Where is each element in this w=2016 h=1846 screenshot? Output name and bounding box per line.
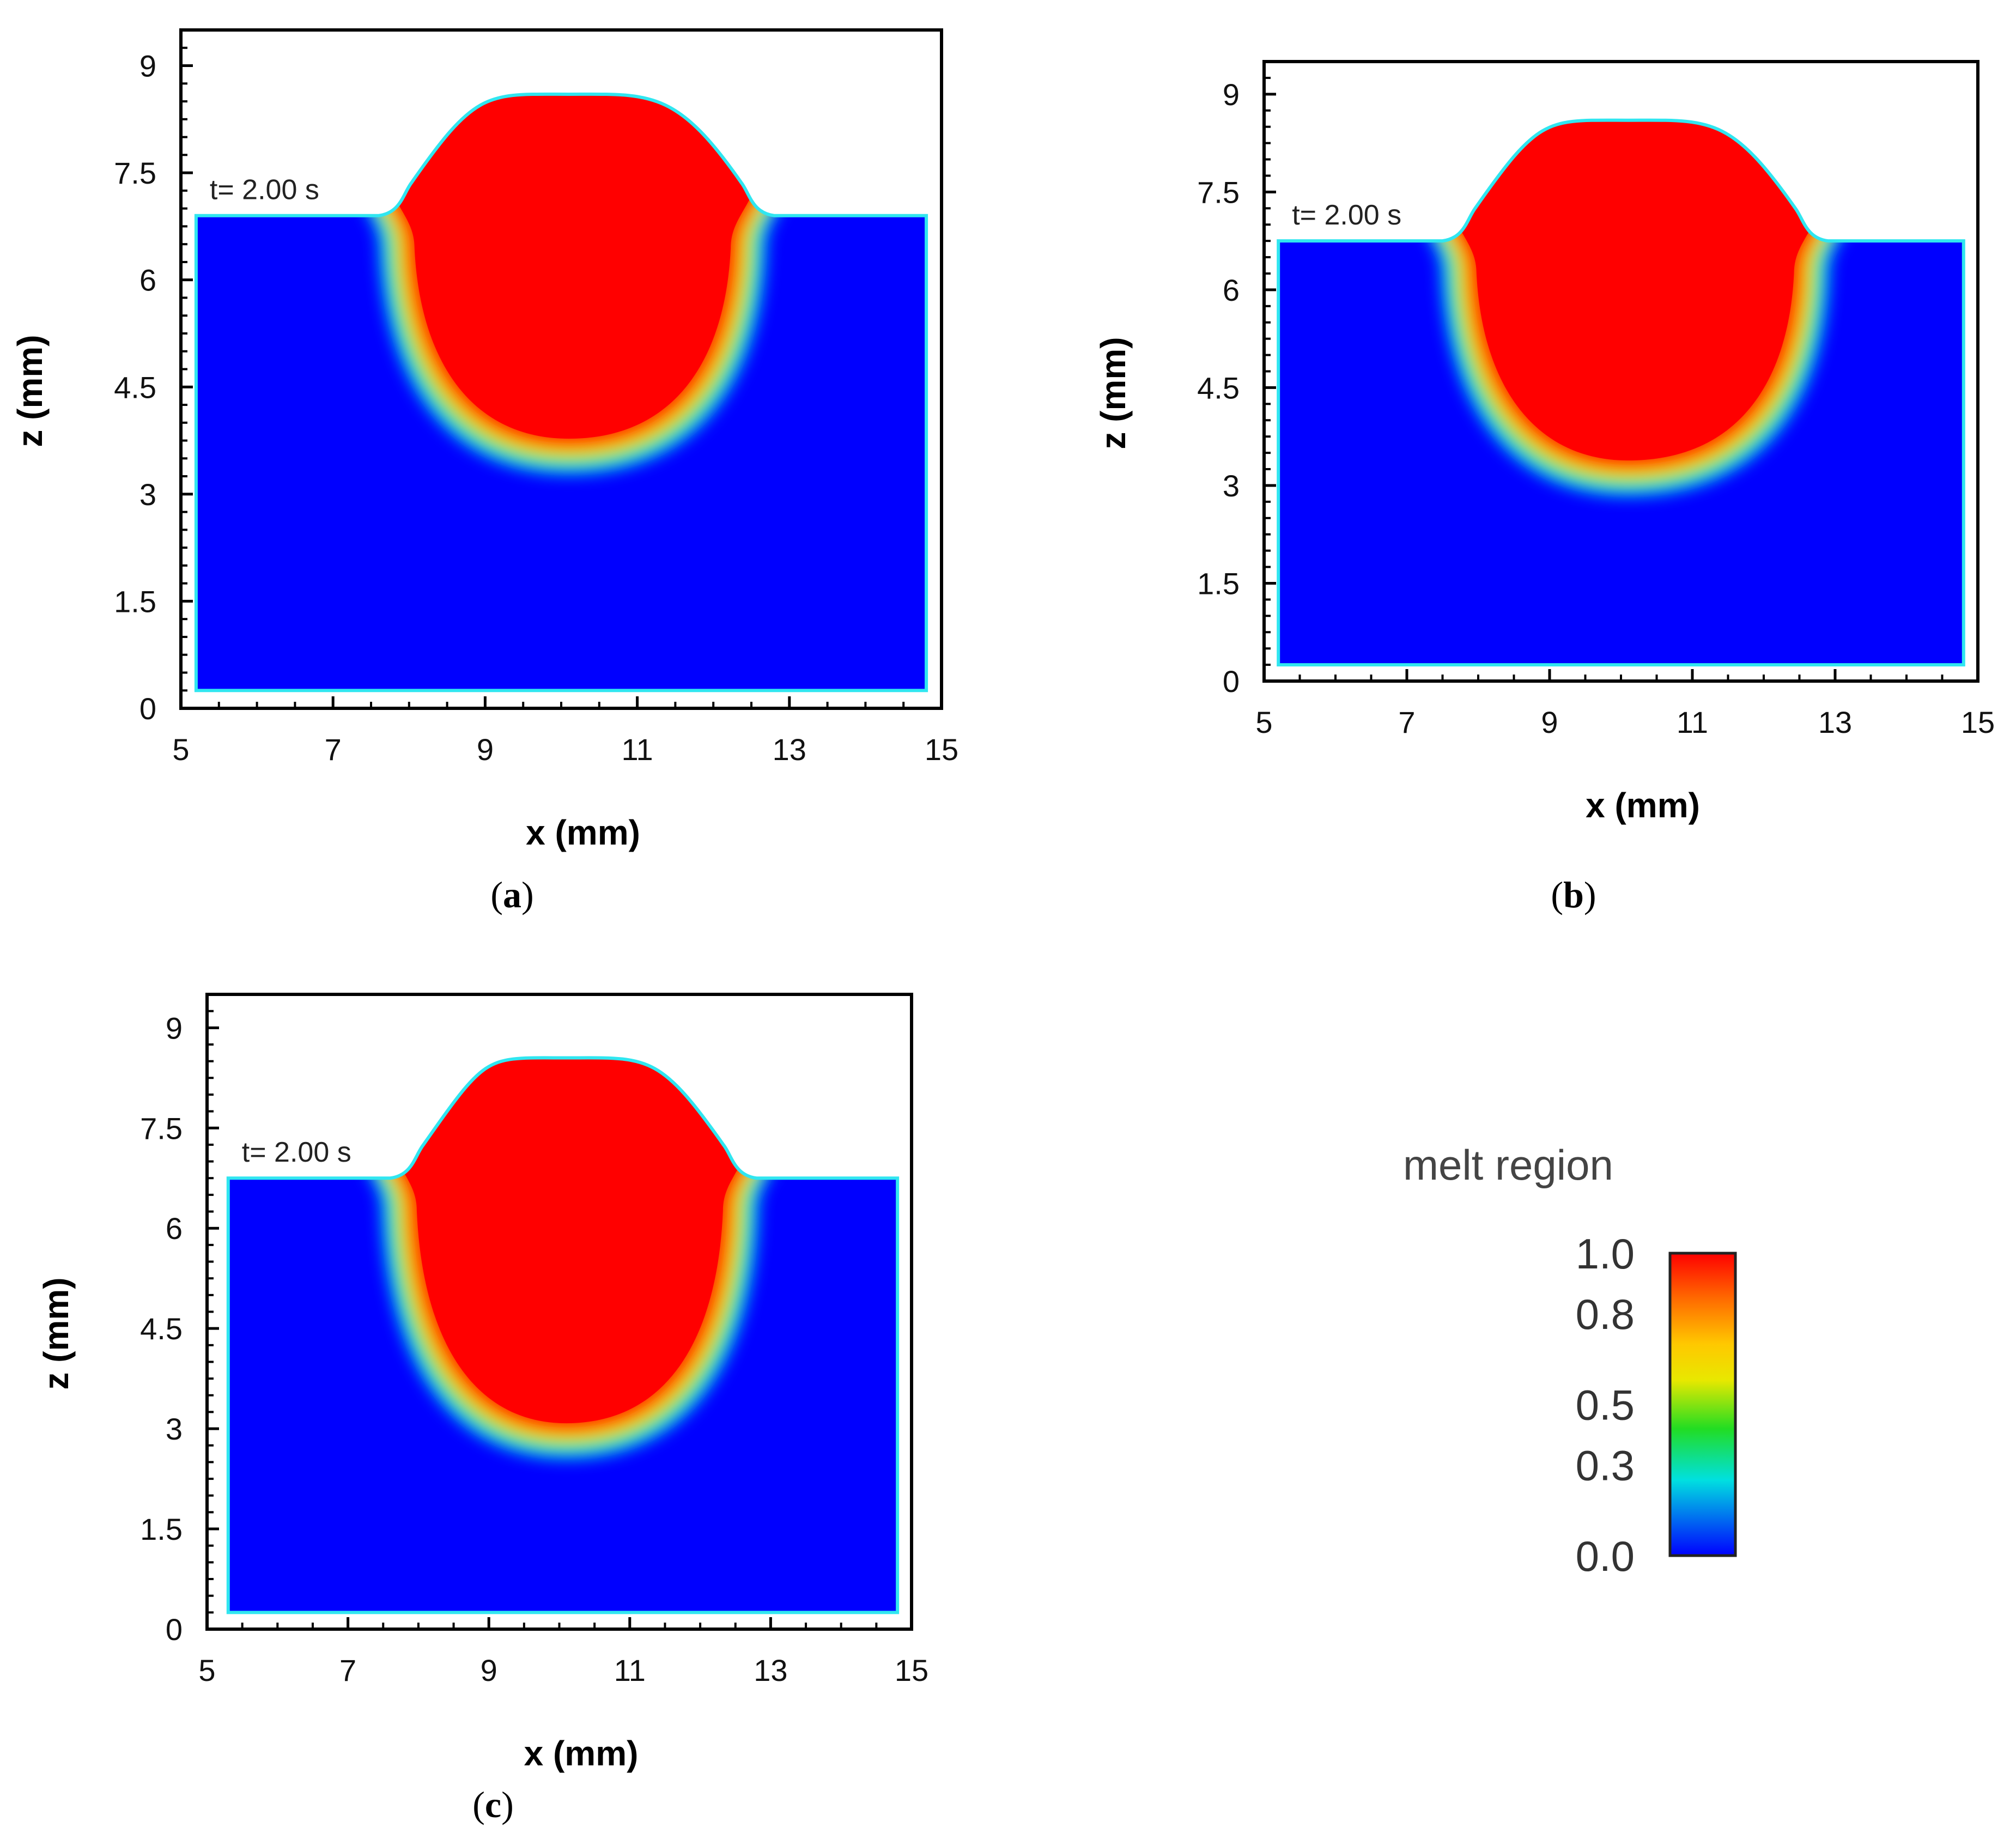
time-label-b: t= 2.00 s — [1292, 199, 1401, 231]
y-tick-label-b: 0 — [1223, 664, 1240, 699]
y-tick-label-a: 1.5 — [114, 584, 156, 618]
melt-field-a — [196, 94, 927, 691]
x-tick-label-c: 9 — [481, 1653, 497, 1687]
y-tick-label-b: 3 — [1223, 469, 1240, 503]
x-tick-label-c: 7 — [339, 1653, 356, 1687]
y-tick-label-b: 6 — [1223, 273, 1240, 307]
time-label-c: t= 2.00 s — [242, 1137, 351, 1168]
x-tick-label-c: 5 — [198, 1653, 215, 1687]
melt-field-b — [1278, 120, 1964, 665]
colorbar — [1668, 1252, 1737, 1557]
y-tick-label-b: 9 — [1223, 77, 1240, 112]
x-axis-label-a: x (mm) — [526, 813, 640, 852]
y-tick-label-c: 9 — [166, 1011, 183, 1045]
y-axis-label-a: z (mm) — [10, 335, 50, 447]
y-tick-label-a: 9 — [139, 49, 156, 83]
surface-outline-c — [226, 1056, 900, 1614]
x-tick-label-c: 11 — [614, 1653, 646, 1687]
melt-core-c — [394, 1058, 745, 1424]
melt-core-a — [392, 94, 753, 439]
y-axis-label-b: z (mm) — [1094, 337, 1133, 449]
legend-tick-label: 0.8 — [1576, 1290, 1635, 1338]
x-tick-label-b: 11 — [1677, 705, 1708, 739]
y-tick-label-a: 6 — [139, 263, 156, 297]
y-tick-label-b: 7.5 — [1197, 175, 1240, 209]
legend-tick-label: 0.3 — [1576, 1442, 1635, 1490]
x-axis-label-b: x (mm) — [1586, 786, 1700, 825]
x-tick-label-c: 15 — [895, 1653, 928, 1687]
time-label-a: t= 2.00 s — [210, 174, 319, 206]
y-tick-label-c: 3 — [166, 1412, 183, 1446]
y-tick-label-a: 4.5 — [114, 370, 156, 404]
legend-tick-label: 0.0 — [1576, 1532, 1635, 1580]
colorbar-legend: melt region 1.0 0.8 0.5 0.3 0.0 — [1403, 1141, 1737, 1580]
x-tick-label-b: 9 — [1541, 705, 1558, 739]
panel-label-c: (c) — [472, 1784, 514, 1825]
y-tick-label-b: 1.5 — [1197, 566, 1240, 600]
panel-label-b: (b) — [1551, 874, 1596, 915]
x-tick-label-a: 13 — [773, 732, 806, 767]
x-tick-label-a: 5 — [172, 732, 189, 767]
y-tick-label-c: 4.5 — [140, 1311, 183, 1346]
y-tick-label-a: 7.5 — [114, 156, 156, 190]
x-tick-label-b: 15 — [1961, 705, 1995, 739]
x-tick-label-a: 9 — [477, 732, 494, 767]
panel-label-a: (a) — [490, 874, 533, 915]
y-axis-label-c: z (mm) — [37, 1277, 76, 1389]
x-tick-label-c: 13 — [754, 1653, 787, 1687]
y-tick-label-a: 0 — [139, 691, 156, 726]
surface-outline-b — [1277, 118, 1965, 667]
y-tick-label-c: 6 — [166, 1211, 183, 1246]
panel-letter-a: a — [503, 874, 521, 915]
x-tick-label-a: 11 — [622, 732, 653, 767]
y-tick-label-c: 7.5 — [140, 1111, 183, 1145]
y-tick-label-c: 0 — [166, 1612, 183, 1647]
surface-outline-a — [194, 92, 928, 693]
x-tick-label-b: 13 — [1818, 705, 1852, 739]
panel-letter-b: b — [1563, 874, 1584, 915]
melt-core-b — [1454, 120, 1816, 461]
panel-letter-c: c — [485, 1784, 501, 1825]
y-tick-label-a: 3 — [139, 477, 156, 512]
y-tick-label-c: 1.5 — [140, 1512, 183, 1546]
x-tick-label-a: 7 — [325, 732, 342, 767]
x-tick-label-b: 7 — [1398, 705, 1415, 739]
x-tick-label-b: 5 — [1255, 705, 1272, 739]
legend-title: melt region — [1403, 1141, 1613, 1189]
melt-field-c — [228, 1058, 898, 1613]
x-tick-label-a: 15 — [925, 732, 958, 767]
x-axis-label-c: x (mm) — [524, 1734, 639, 1773]
y-tick-label-b: 4.5 — [1197, 371, 1240, 405]
legend-tick-label: 1.0 — [1576, 1230, 1635, 1278]
legend-tick-label: 0.5 — [1576, 1381, 1635, 1429]
